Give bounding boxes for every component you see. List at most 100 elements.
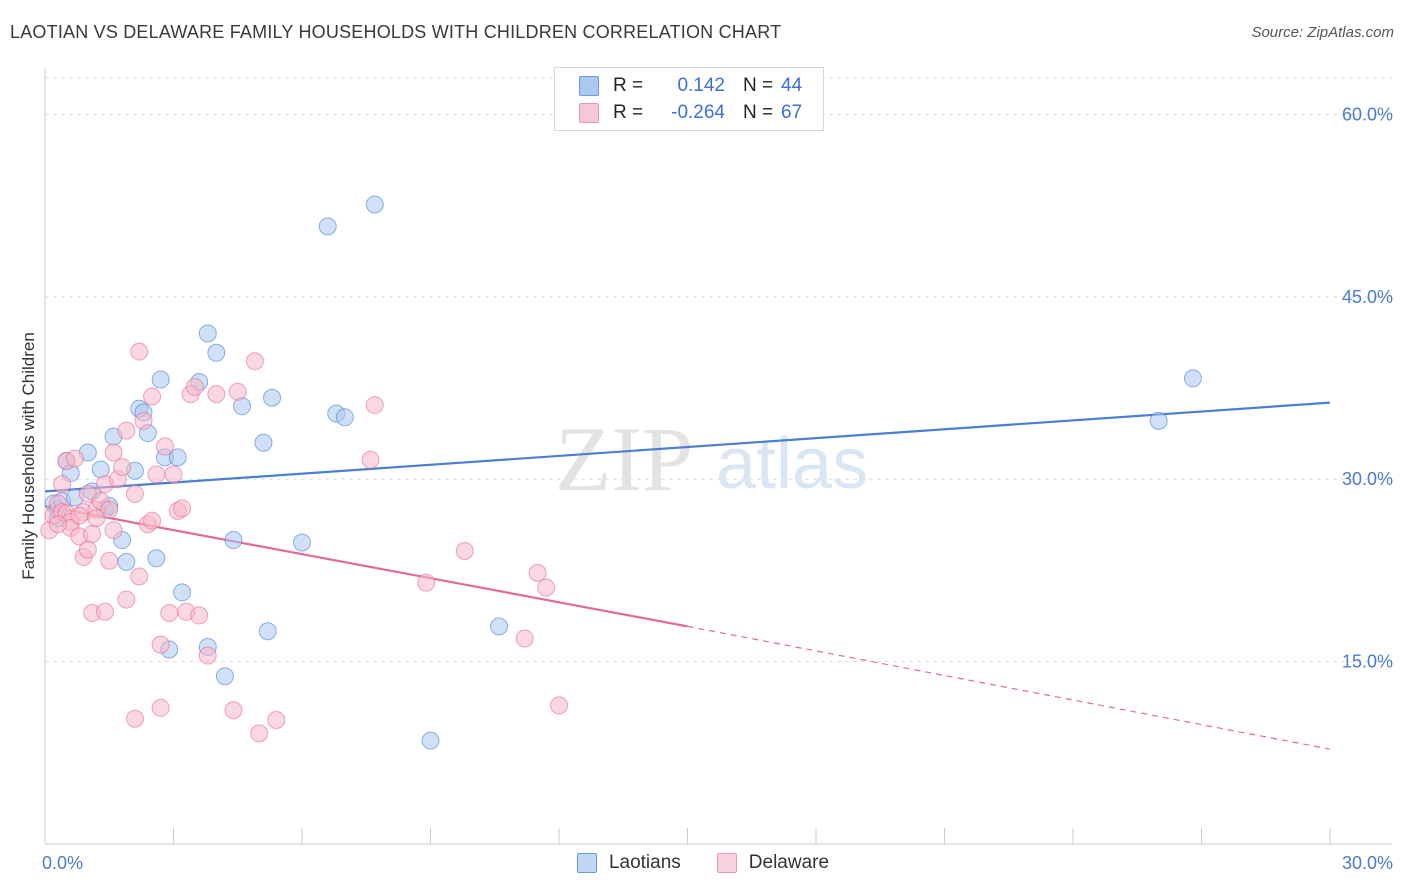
point-laotians [318, 217, 337, 236]
legend-r-value: 0.142 [677, 75, 725, 96]
legend-n-label: N = [743, 75, 774, 96]
point-delaware [250, 724, 269, 743]
point-laotians [173, 583, 192, 602]
point-delaware [417, 573, 436, 592]
point-laotians [1149, 411, 1168, 430]
legend-r-value: -0.264 [671, 102, 725, 123]
series-swatch-delaware [716, 853, 737, 873]
point-laotians [147, 549, 166, 568]
point-delaware [130, 567, 149, 586]
legend-row-delaware: R = -0.264 N = 67 [579, 100, 802, 126]
point-delaware [151, 698, 170, 717]
series-legend-delaware[interactable]: Delaware [716, 852, 830, 874]
source-credit: Source: ZipAtlas.com [1251, 24, 1394, 41]
point-delaware [361, 450, 380, 469]
point-laotians [198, 324, 217, 343]
point-delaware [155, 437, 174, 456]
point-delaware [95, 602, 114, 621]
series-label-laotians: Laotians [608, 852, 681, 873]
series-delaware [40, 342, 568, 743]
point-laotians [335, 408, 354, 427]
point-delaware [70, 506, 89, 525]
point-delaware [104, 443, 123, 462]
point-delaware [365, 396, 384, 415]
point-delaware [151, 635, 170, 654]
point-delaware [550, 696, 568, 715]
point-delaware [100, 551, 119, 570]
point-delaware [83, 524, 102, 543]
point-laotians [151, 370, 170, 389]
point-laotians [254, 433, 273, 452]
y-tick-labels: 15.0% 30.0% 45.0% 60.0% [1342, 104, 1393, 671]
point-delaware [87, 509, 106, 528]
x-tick-label: 0.0% [42, 853, 83, 873]
legend-swatch-delaware [579, 103, 599, 123]
point-laotians [421, 731, 440, 750]
legend-row-laotians: R = 0.142 N = 44 [579, 73, 802, 99]
legend-r-label: R = [613, 102, 644, 123]
y-tick-label: 45.0% [1342, 287, 1393, 307]
point-delaware [130, 342, 149, 361]
point-delaware [100, 500, 119, 519]
point-delaware [143, 511, 162, 530]
watermark-zip: ZIP [555, 408, 693, 510]
y-tick-label: 60.0% [1342, 104, 1393, 124]
point-delaware [198, 646, 217, 665]
point-delaware [104, 521, 123, 540]
point-laotians [168, 448, 187, 467]
chart-title: LAOTIAN VS DELAWARE FAMILY HOUSEHOLDS WI… [10, 22, 782, 42]
point-delaware [147, 465, 166, 484]
point-laotians [365, 195, 384, 214]
point-delaware [143, 387, 162, 406]
point-delaware [228, 382, 247, 401]
trend-extension-delaware [687, 625, 1331, 750]
point-delaware [117, 590, 136, 609]
y-tick-label: 15.0% [1342, 652, 1393, 672]
point-laotians [117, 552, 136, 571]
point-delaware [224, 701, 243, 720]
point-delaware [117, 421, 136, 440]
point-delaware [537, 578, 556, 597]
point-laotians [207, 343, 226, 362]
watermark: ZIP atlas [555, 408, 868, 510]
series-swatch-laotians [576, 853, 597, 873]
point-delaware [48, 515, 67, 534]
point-laotians [224, 531, 243, 550]
point-delaware [160, 603, 179, 622]
point-laotians [490, 617, 509, 636]
point-delaware [455, 541, 474, 560]
trend-line-laotians [44, 401, 1331, 493]
point-laotians [1183, 369, 1202, 388]
point-delaware [113, 458, 132, 477]
series-label-delaware: Delaware [748, 852, 830, 873]
point-delaware [207, 385, 226, 404]
point-laotians [293, 533, 311, 552]
grid-lines [45, 77, 1392, 663]
point-delaware [125, 709, 144, 728]
legend-n-value: 67 [781, 102, 803, 123]
point-delaware [134, 411, 153, 430]
series-legend: Laotians Delaware [0, 852, 1406, 874]
point-laotians [263, 388, 282, 407]
point-delaware [164, 465, 183, 484]
point-delaware [267, 710, 286, 729]
legend-n-value: 44 [781, 75, 803, 96]
y-tick-label: 30.0% [1342, 469, 1393, 489]
point-delaware [245, 352, 264, 371]
y-axis-label: Family Households with Children [19, 332, 38, 580]
point-delaware [78, 540, 97, 559]
point-delaware [528, 563, 547, 582]
point-delaware [65, 449, 84, 468]
point-delaware [515, 629, 534, 648]
series-legend-laotians[interactable]: Laotians [576, 852, 681, 874]
point-delaware [53, 475, 72, 494]
legend-r-label: R = [613, 75, 644, 96]
x-tick-label: 30.0% [1342, 853, 1393, 873]
axes [44, 68, 1392, 845]
point-laotians [258, 622, 277, 641]
x-tick-labels: 0.0% 30.0% [42, 853, 1393, 873]
point-delaware [173, 499, 192, 518]
legend-n-label: N = [743, 102, 774, 123]
legend-swatch-laotians [579, 76, 599, 96]
